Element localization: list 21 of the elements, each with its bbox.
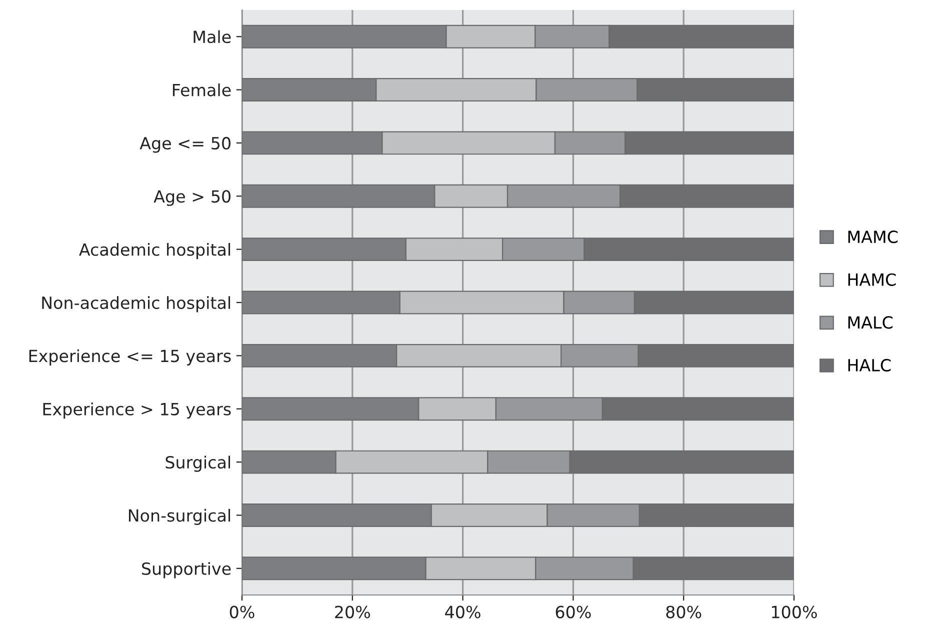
legend-label: MAMC xyxy=(848,230,898,244)
legend-label: HALC xyxy=(848,358,891,372)
y-tick-label: Age <= 50 xyxy=(140,136,230,153)
y-tick-label: Surgical xyxy=(166,456,230,472)
x-tick-label: 0% xyxy=(230,606,254,618)
y-tick-label: Non-surgical xyxy=(128,508,230,526)
x-tick-label: 80% xyxy=(666,606,702,618)
y-tick-label: Supportive xyxy=(142,562,231,578)
legend-label: MALC xyxy=(848,316,893,329)
x-tick-label: 20% xyxy=(335,606,370,618)
y-tick-label: Female xyxy=(172,83,231,96)
x-tick-label: 60% xyxy=(556,606,591,618)
y-tick-label: Experience <= 15 years xyxy=(29,349,231,366)
y-tick-label: Academic hospital xyxy=(79,242,230,260)
y-tick-label: Experience > 15 years xyxy=(43,402,231,419)
y-tick-label: Male xyxy=(194,30,231,44)
x-tick-label: 100% xyxy=(772,606,817,618)
y-tick-label: Age > 50 xyxy=(154,190,230,206)
legend-label: HAMC xyxy=(848,273,896,286)
y-tick-label: Non-academic hospital xyxy=(42,296,230,312)
x-tick-label: 40% xyxy=(445,606,480,618)
